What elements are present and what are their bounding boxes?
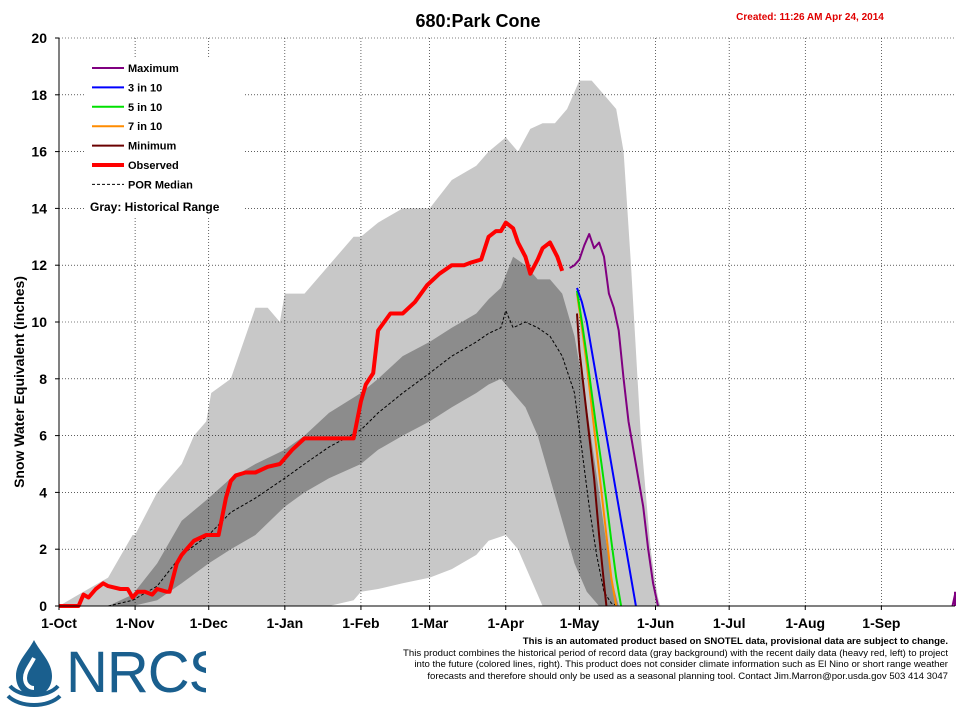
y-tick-label: 12: [31, 257, 47, 273]
y-tick-label: 0: [39, 598, 47, 614]
legend-label: Minimum: [128, 141, 176, 153]
axes: 0 2 4 6 8 10 12 14 16 18 20 1-Oct 1-Nov 1-Dec 1-Jan 1-F…: [31, 30, 955, 631]
created-timestamp: Created: 11:26 AM Apr 24, 2014: [736, 12, 884, 23]
footer-lead: This is an automated product based on SN…: [522, 636, 948, 647]
x-tick-label: 1-Jun: [637, 615, 674, 631]
legend-label: 5 in 10: [128, 102, 162, 114]
x-tick-label: 1-Nov: [116, 615, 155, 631]
historical-range: [59, 80, 661, 607]
x-tick-label: 1-May: [560, 615, 600, 631]
y-tick-label: 20: [31, 30, 47, 46]
footer-line-1: This product combines the historical per…: [403, 647, 948, 659]
x-tick-label: 1-Aug: [785, 615, 825, 631]
y-tick-label: 4: [39, 484, 47, 500]
legend-label: Observed: [128, 160, 179, 172]
footer-disclaimer: This is an automated product based on SN…: [308, 636, 948, 682]
x-tick-label: 1-Apr: [487, 615, 524, 631]
series-3-in-10: [576, 287, 637, 607]
x-tick-label: 1-Jul: [713, 615, 746, 631]
y-tick-label: 18: [31, 87, 47, 103]
x-tick-label: 1-Dec: [190, 615, 228, 631]
x-tick-label: 1-Jan: [267, 615, 304, 631]
y-tick-label: 2: [39, 541, 47, 557]
series-maximum: [569, 233, 659, 607]
legend: Maximum 3 in 10 5 in 10 7 in 10 Minimum Obser…: [86, 58, 244, 218]
x-tick-label: 1-Oct: [41, 615, 77, 631]
footer-line-3: forecasts and therefore should only be u…: [427, 670, 948, 682]
gridlines: [59, 37, 955, 606]
legend-label: Maximum: [128, 63, 179, 75]
legend-box: [86, 58, 244, 218]
series-observed: [59, 220, 565, 608]
range-legend-label: Gray: Historical Range: [90, 200, 220, 214]
series-5-in-10: [576, 290, 623, 607]
series-late-season-blip: [951, 591, 956, 607]
chart-title: 680:Park Cone: [415, 11, 540, 31]
historical-range-outer-band: [59, 80, 661, 607]
legend-label: 7 in 10: [128, 121, 162, 133]
y-axis-label: Snow Water Equivalent (inches): [11, 276, 27, 488]
y-tick-label: 10: [31, 314, 47, 330]
x-tick-label: 1-Feb: [342, 615, 379, 631]
series-lines: [59, 220, 956, 608]
y-tick-label: 8: [39, 371, 47, 387]
nrcs-logo: NRCS: [6, 640, 206, 707]
series-minimum: [576, 313, 608, 607]
y-tick-label: 14: [31, 200, 47, 216]
historical-range-inner-band: [108, 256, 619, 606]
water-drop-icon: [6, 640, 62, 707]
x-tick-label: 1-Mar: [411, 615, 449, 631]
y-tick-label: 6: [39, 428, 47, 444]
legend-label: 3 in 10: [128, 82, 162, 94]
legend-label: POR Median: [128, 179, 193, 191]
x-tick-label: 1-Sep: [862, 615, 900, 631]
footer-line-2: into the future (colored lines, right). …: [414, 659, 948, 670]
logo-text: NRCS: [66, 640, 206, 705]
y-tick-label: 16: [31, 144, 47, 160]
